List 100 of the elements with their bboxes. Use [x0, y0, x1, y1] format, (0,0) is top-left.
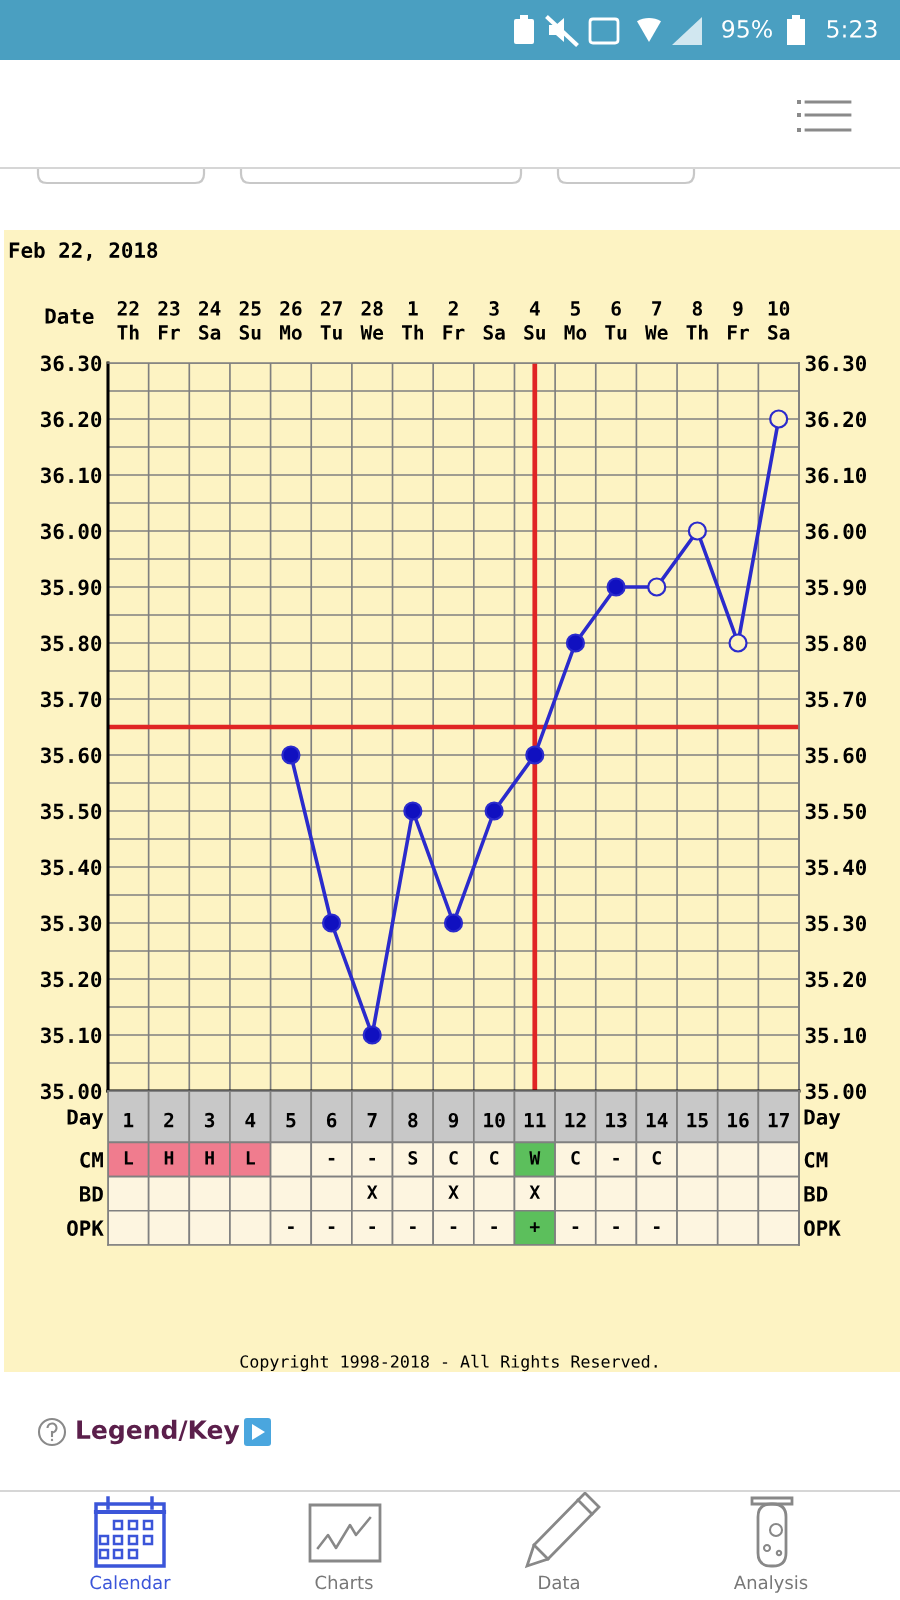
- x-tick-label: 3 Sa: [483, 301, 505, 340]
- x-tick-label: 12: [565, 1112, 586, 1128]
- text: H: [205, 1151, 214, 1165]
- x-tick-label: 10 Sa: [768, 301, 790, 340]
- y-tick-label: 35.80: [41, 635, 102, 652]
- y-tick-label: 35.20: [41, 971, 102, 988]
- y-tick-label: Day: [67, 1109, 104, 1129]
- text: X: [529, 1185, 540, 1199]
- x-tick-label: 1: [124, 1113, 134, 1128]
- y-tick-label: 35.00: [41, 1083, 102, 1100]
- y2-tick-label: 36.00: [805, 523, 867, 540]
- text: -: [653, 1226, 660, 1229]
- y2-tick-label: BD: [804, 1186, 828, 1202]
- x-tick-label: 5 Mo: [564, 301, 587, 340]
- text: X: [448, 1185, 459, 1199]
- y2-tick-label: CM: [804, 1151, 828, 1168]
- text: -: [613, 1226, 619, 1229]
- y2-tick-label: 36.20: [805, 411, 867, 428]
- x-tick-label: 4 Su: [524, 301, 545, 340]
- x-tick-label: 17: [768, 1113, 789, 1128]
- x-tick-label: 16: [728, 1112, 749, 1128]
- x-tick-label: 14: [646, 1113, 668, 1128]
- x-tick-label: 6 Tu: [605, 301, 627, 340]
- x-tick-label: 9: [448, 1112, 459, 1128]
- y-tick-label: 36.00: [41, 523, 102, 540]
- x-tick-label: 9 Fr: [728, 301, 749, 340]
- text: Analysis: [733, 1575, 808, 1593]
- text: Calendar: [90, 1575, 171, 1590]
- x-tick-label: 6: [326, 1112, 337, 1128]
- x-tick-label: 5: [286, 1113, 296, 1128]
- text: Legend/Key: [77, 1419, 240, 1445]
- text: Data: [539, 1575, 579, 1590]
- x-tick-label: 26 Mo: [280, 301, 302, 340]
- y2-tick-label: 35.50: [805, 803, 867, 820]
- text: C: [652, 1151, 661, 1165]
- x-tick-label: 23 Fr: [158, 301, 180, 340]
- y2-tick-label: 35.90: [805, 579, 867, 596]
- y2-tick-label: 35.80: [805, 635, 867, 652]
- y-tick-label: 35.60: [41, 747, 102, 764]
- text: -: [572, 1226, 579, 1229]
- text: H: [164, 1151, 174, 1165]
- text: W: [529, 1151, 541, 1165]
- y-tick-label: BD: [80, 1186, 103, 1202]
- y2-tick-label: Day: [804, 1109, 841, 1129]
- y2-tick-label: 35.10: [805, 1027, 867, 1044]
- text: S: [408, 1151, 418, 1165]
- y-tick-label: 35.70: [41, 691, 102, 708]
- y2-tick-label: OPK: [804, 1220, 841, 1237]
- text: -: [450, 1226, 457, 1229]
- y-tick-label: 35.50: [41, 803, 102, 820]
- x-tick-label: 27 Tu: [320, 301, 342, 340]
- y2-tick-label: 35.70: [805, 691, 867, 708]
- text: X: [367, 1185, 378, 1199]
- text: 5:23: [827, 19, 877, 38]
- y-tick-label: OPK: [67, 1220, 104, 1237]
- text: -: [328, 1157, 335, 1161]
- text: -: [410, 1226, 416, 1229]
- x-tick-label: 7: [367, 1113, 377, 1128]
- x-tick-label: 2 Fr: [443, 301, 465, 340]
- text: L: [124, 1151, 134, 1165]
- y2-tick-label: 35.60: [805, 747, 867, 764]
- text: Charts: [315, 1575, 373, 1590]
- text: -: [491, 1226, 497, 1229]
- text: -: [613, 1157, 619, 1161]
- text: C: [571, 1151, 580, 1165]
- x-tick-label: 11: [524, 1113, 546, 1128]
- x-tick-label: 22 Th: [117, 301, 139, 340]
- text: C: [449, 1151, 458, 1165]
- y-tick-label: CM: [80, 1151, 103, 1168]
- x-tick-label: 25 Su: [239, 301, 261, 340]
- x-tick-label: 3: [204, 1112, 215, 1128]
- y2-tick-label: 36.30: [805, 355, 867, 372]
- y2-tick-label: 35.30: [805, 915, 867, 932]
- x-tick-label: 4: [245, 1113, 256, 1128]
- x-tick-label: 1 Th: [402, 301, 424, 340]
- text: C: [490, 1151, 499, 1165]
- x-tick-label: 8 Th: [686, 301, 708, 340]
- y-tick-label: 36.10: [41, 467, 102, 484]
- x-tick-label: 2: [164, 1112, 174, 1128]
- text: -: [328, 1226, 335, 1229]
- x-tick-label: 10: [484, 1112, 505, 1128]
- chart-title: Feb 22, 2018: [9, 241, 158, 261]
- y2-tick-label: 35.00: [805, 1083, 867, 1100]
- text: -: [369, 1226, 375, 1229]
- text: 95%: [722, 19, 772, 38]
- x-tick-label: 7 We: [645, 301, 668, 340]
- x-tick-label: 8: [408, 1112, 418, 1128]
- x-tick-label: 15: [687, 1113, 708, 1128]
- x-tick-label: 13: [606, 1112, 627, 1128]
- text: L: [246, 1151, 255, 1165]
- text: +: [529, 1222, 540, 1233]
- text: -: [369, 1157, 375, 1161]
- text: Copyright 1998-2018 - All Rights Reserved.: [240, 1354, 657, 1372]
- y-tick-label: 36.30: [41, 355, 102, 372]
- y-tick-label: 36.20: [41, 411, 102, 428]
- x-tick-label: 24 Sa: [199, 301, 221, 340]
- y-tick-label: 35.90: [41, 579, 102, 596]
- x-axis-title: Date: [45, 308, 94, 324]
- text: -: [288, 1226, 294, 1229]
- x-tick-label: 28 We: [360, 301, 384, 340]
